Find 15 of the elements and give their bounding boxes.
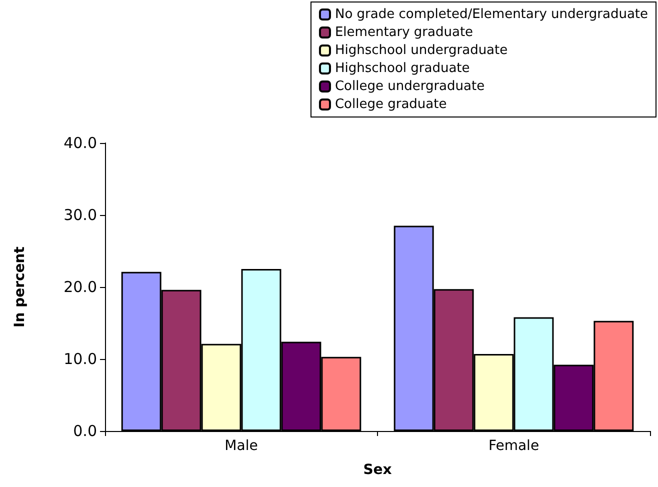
legend-label: Elementary graduate [334,25,474,40]
legend-label: College undergraduate [334,79,485,94]
y-tick-label: 0.0 [73,422,97,440]
x-tick-label: Female [488,438,540,454]
y-tick-label: 20.0 [64,278,97,296]
x-axis-title: Sex [363,462,392,478]
y-tick-label: 40.0 [64,134,97,152]
legend-label: No grade completed/Elementary undergraduate [334,7,648,22]
y-tick-label: 10.0 [64,350,97,368]
y-tick-label: 30.0 [64,206,97,224]
y-axis-title: In percent [12,246,28,328]
legend-label: College graduate [334,97,447,112]
legend-label: Highschool undergraduate [334,43,508,58]
x-tick-label: Male [224,438,258,454]
legend-label: Highschool graduate [334,61,470,76]
